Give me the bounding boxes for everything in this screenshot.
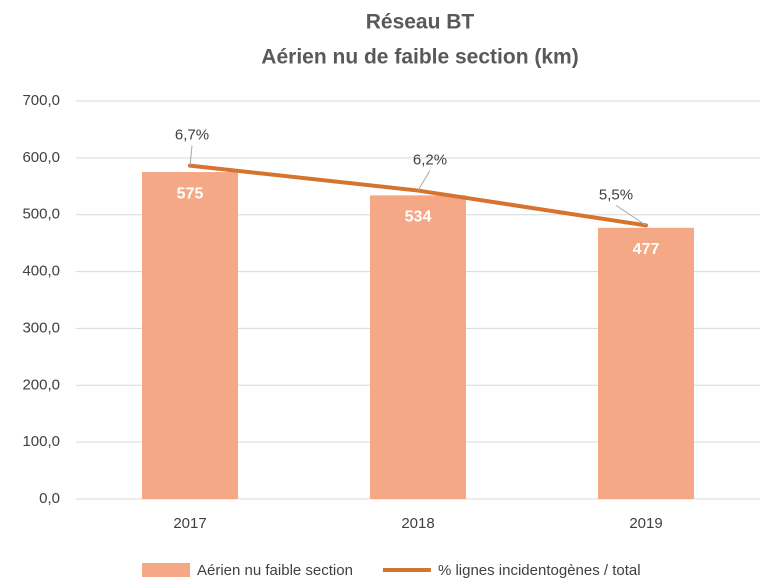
bar-value-label: 575 <box>177 185 204 202</box>
bar-value-label: 477 <box>633 241 660 258</box>
legend-label: % lignes incidentogènes / total <box>438 562 641 579</box>
bar <box>142 172 238 500</box>
x-tick-label: 2018 <box>401 515 434 532</box>
x-tick-label: 2017 <box>173 515 206 532</box>
line-value-label: 6,7% <box>175 127 209 144</box>
x-tick-label: 2019 <box>629 515 662 532</box>
y-tick-label: 600,0 <box>22 149 60 166</box>
y-tick-label: 200,0 <box>22 376 60 393</box>
bar <box>598 227 694 499</box>
legend-swatch <box>142 563 190 577</box>
line-value-label: 5,5% <box>599 186 633 203</box>
leader-line <box>417 170 431 191</box>
y-tick-label: 400,0 <box>22 263 60 280</box>
leader-line <box>189 145 193 166</box>
chart-subtitle: Aérien nu de faible section (km) <box>261 46 578 69</box>
chart-title: Réseau BT <box>366 11 475 34</box>
bar-value-label: 534 <box>405 209 432 226</box>
bar <box>370 195 466 499</box>
y-tick-label: 100,0 <box>22 433 60 450</box>
legend-label: Aérien nu faible section <box>197 562 353 579</box>
y-tick-label: 300,0 <box>22 319 60 336</box>
y-tick-label: 700,0 <box>22 92 60 109</box>
y-tick-label: 0,0 <box>39 490 60 507</box>
line-value-label: 6,2% <box>413 152 447 169</box>
y-tick-label: 500,0 <box>22 206 60 223</box>
leader-line <box>615 204 647 226</box>
